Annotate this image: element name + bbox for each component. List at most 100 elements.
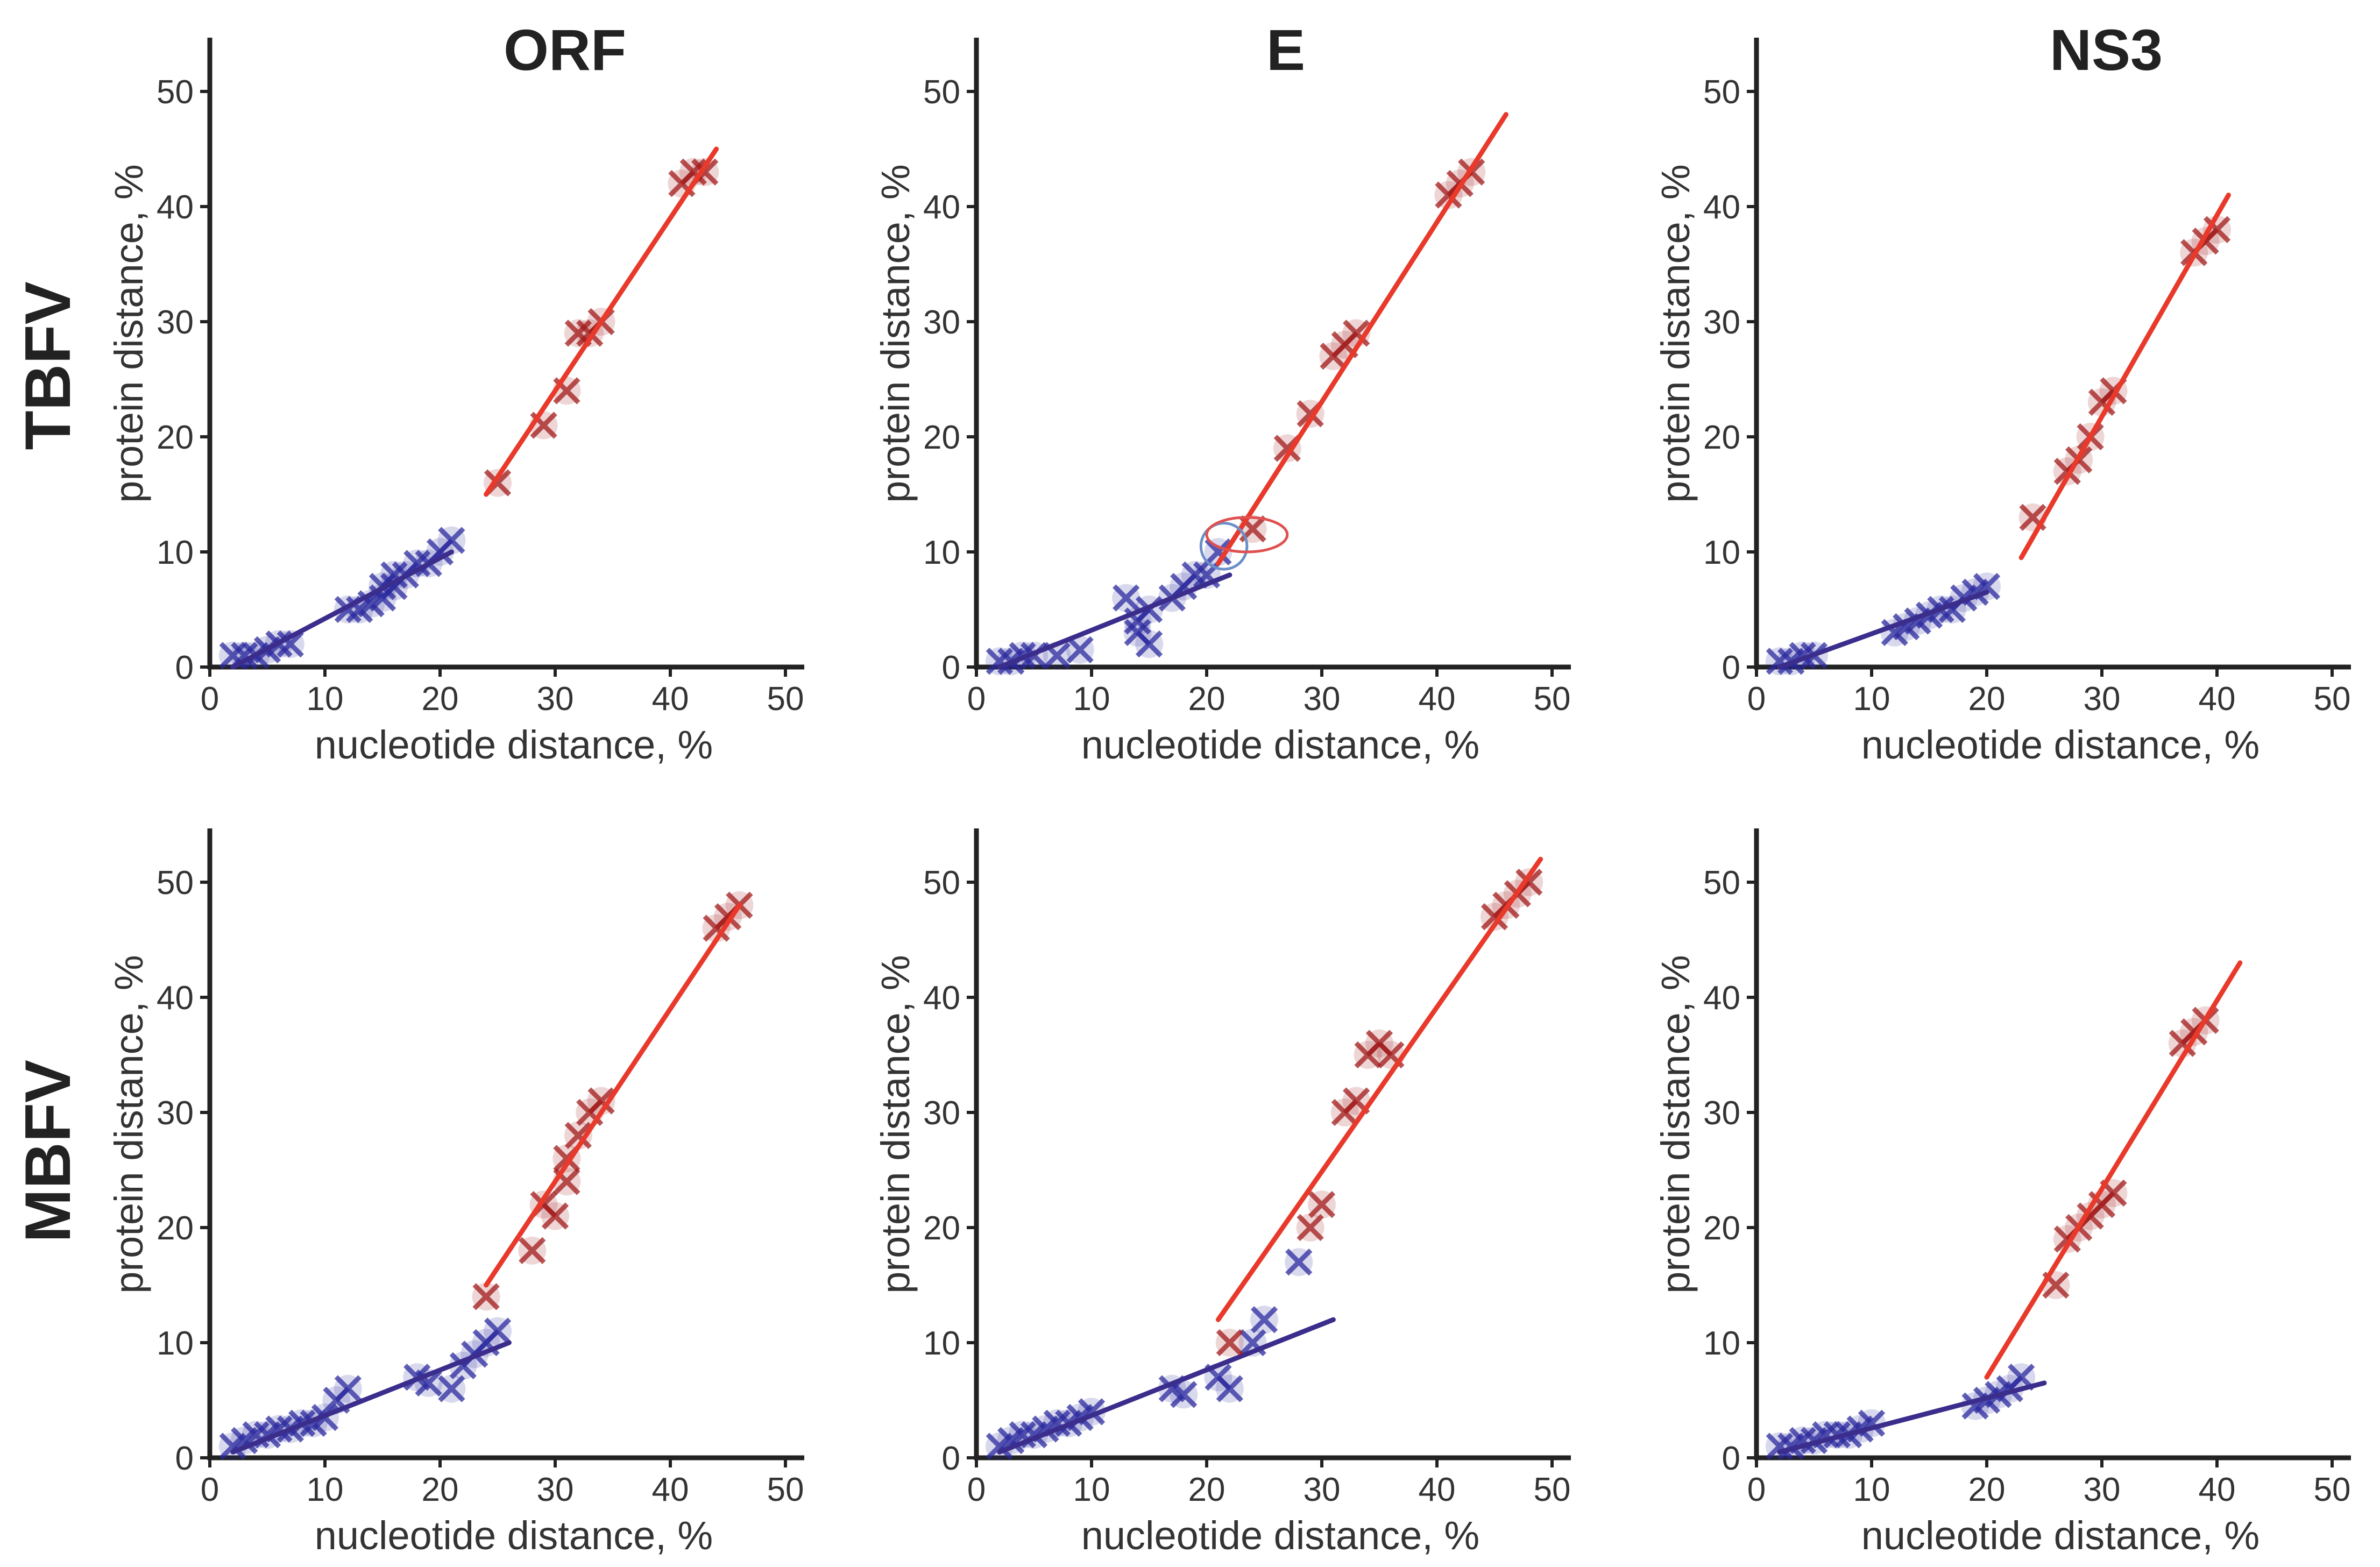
x-axis-label: nucleotide distance, % [315, 722, 713, 767]
y-tick-label: 0 [1722, 649, 1740, 686]
chart-panels: 0 10 20 30 40 50 0 10 20 30 40 50 nucleotide distanc… [107, 38, 2351, 1558]
x-tick-label: 0 [967, 680, 986, 718]
column-title-e: E [1266, 17, 1305, 82]
y-tick-label: 50 [1703, 74, 1740, 111]
data-point [1297, 1214, 1324, 1242]
series-red-tbfv-e [1238, 158, 1486, 543]
data-point [1170, 1381, 1198, 1408]
x-tick-label: 50 [1534, 1471, 1571, 1508]
x-tick-label: 20 [1188, 1471, 1226, 1508]
x-tick-label: 40 [2199, 680, 2236, 718]
data-point [1766, 1433, 1793, 1460]
y-tick-label: 50 [1703, 864, 1740, 902]
x-tick-label: 30 [2084, 1471, 2121, 1508]
y-tick-label: 20 [1703, 419, 1740, 456]
x-tick-label: 30 [2084, 680, 2121, 718]
data-point [1205, 538, 1232, 566]
y-tick-label: 10 [157, 1325, 194, 1362]
data-point [403, 550, 431, 577]
y-axis-label: protein distance, % [1653, 955, 1698, 1293]
fit-line-blue [230, 1340, 512, 1455]
fit-line-red [1215, 856, 1543, 1322]
x-tick-label: 10 [1073, 1471, 1110, 1508]
x-axis-label: nucleotide distance, % [1861, 1513, 2259, 1558]
x-tick-label: 40 [652, 1471, 689, 1508]
y-axis-label: protein distance, % [873, 164, 918, 502]
row-title-mbfv: MBFV [12, 1060, 84, 1243]
y-tick-label: 40 [923, 189, 960, 226]
axes-tbfv-e [974, 38, 1571, 670]
data-point [1066, 636, 1094, 664]
x-tick-label: 0 [1747, 680, 1766, 718]
y-tick-label: 20 [923, 1210, 960, 1247]
annotation-ellipse-blue [1199, 522, 1249, 571]
y-tick-label: 30 [157, 1095, 194, 1132]
x-tick-label: 0 [967, 1471, 986, 1508]
y-tick-label: 50 [923, 74, 960, 111]
fit-line-red [1215, 112, 1508, 566]
x-tick-label: 50 [2314, 1471, 2351, 1508]
data-point [1135, 630, 1163, 658]
data-point [415, 1369, 442, 1397]
series-red-mbfv-ns3 [2042, 1006, 2220, 1299]
column-title-ns3: NS3 [2050, 17, 2163, 82]
y-tick-label: 40 [1703, 980, 1740, 1017]
data-point [986, 648, 1013, 675]
data-point [519, 1237, 546, 1264]
y-tick-label: 50 [157, 864, 194, 902]
fit-line-blue [230, 549, 454, 670]
data-point [1250, 1306, 1278, 1334]
y-tick-label: 0 [175, 649, 194, 686]
x-axis-label: nucleotide distance, % [1081, 1513, 1479, 1558]
x-tick-label: 30 [1304, 680, 1341, 718]
y-tick-label: 10 [1703, 1325, 1740, 1362]
panel-mbfv-orf: 0 10 20 30 40 50 0 10 20 30 40 50 nucleotide distanc… [107, 828, 804, 1558]
x-tick-label: 40 [1419, 680, 1456, 718]
fit-line-red [2018, 193, 2231, 561]
y-tick-label: 40 [157, 189, 194, 226]
data-point [1113, 584, 1140, 612]
x-tick-label: 50 [1534, 680, 1571, 718]
y-tick-label: 30 [923, 1095, 960, 1132]
x-tick-label: 30 [1304, 1471, 1341, 1508]
y-tick-label: 40 [1703, 189, 1740, 226]
x-tick-label: 10 [307, 680, 344, 718]
data-point [334, 1375, 362, 1402]
data-point [1216, 1375, 1243, 1402]
data-point [587, 1087, 615, 1115]
panel-tbfv-orf: 0 10 20 30 40 50 0 10 20 30 40 50 nucleotide distanc… [107, 38, 804, 767]
series-blue-tbfv-e [985, 538, 1232, 676]
data-point [1181, 561, 1209, 588]
fit-line-blue [997, 1317, 1336, 1455]
panel-tbfv-ns3: 0 10 20 30 40 50 0 10 20 30 40 50 nucleotide distanc… [1653, 38, 2351, 767]
x-tick-label: 10 [1853, 1471, 1890, 1508]
series-blue-mbfv-e [985, 1248, 1313, 1460]
y-tick-label: 40 [157, 980, 194, 1017]
data-point [472, 1283, 500, 1310]
series-red-mbfv-orf [472, 891, 754, 1311]
fit-line-red [1984, 960, 2243, 1380]
x-tick-label: 30 [537, 680, 574, 718]
x-tick-label: 20 [1968, 680, 2006, 718]
panel-tbfv-e: 0 10 20 30 40 50 0 10 20 30 40 50 nucleotide distanc… [873, 38, 1571, 767]
data-point [1009, 1421, 1036, 1449]
fit-line-blue [997, 572, 1232, 670]
y-tick-label: 50 [157, 74, 194, 111]
y-axis-label: protein distance, % [1653, 164, 1698, 502]
x-tick-label: 20 [1188, 680, 1226, 718]
data-point [1216, 1329, 1243, 1357]
data-point [1343, 320, 1370, 347]
data-point [242, 1421, 270, 1449]
y-tick-label: 20 [923, 419, 960, 456]
data-point [277, 630, 304, 658]
data-point [1285, 1249, 1313, 1276]
fit-line-blue [1777, 1380, 2047, 1455]
x-tick-label: 30 [537, 1471, 574, 1508]
data-point [541, 1202, 569, 1230]
fit-line-red [484, 146, 719, 497]
y-tick-label: 0 [1722, 1440, 1740, 1477]
series-red-mbfv-e [1215, 868, 1543, 1357]
y-tick-label: 30 [1703, 1095, 1740, 1132]
x-axis-label: nucleotide distance, % [1861, 722, 2259, 767]
